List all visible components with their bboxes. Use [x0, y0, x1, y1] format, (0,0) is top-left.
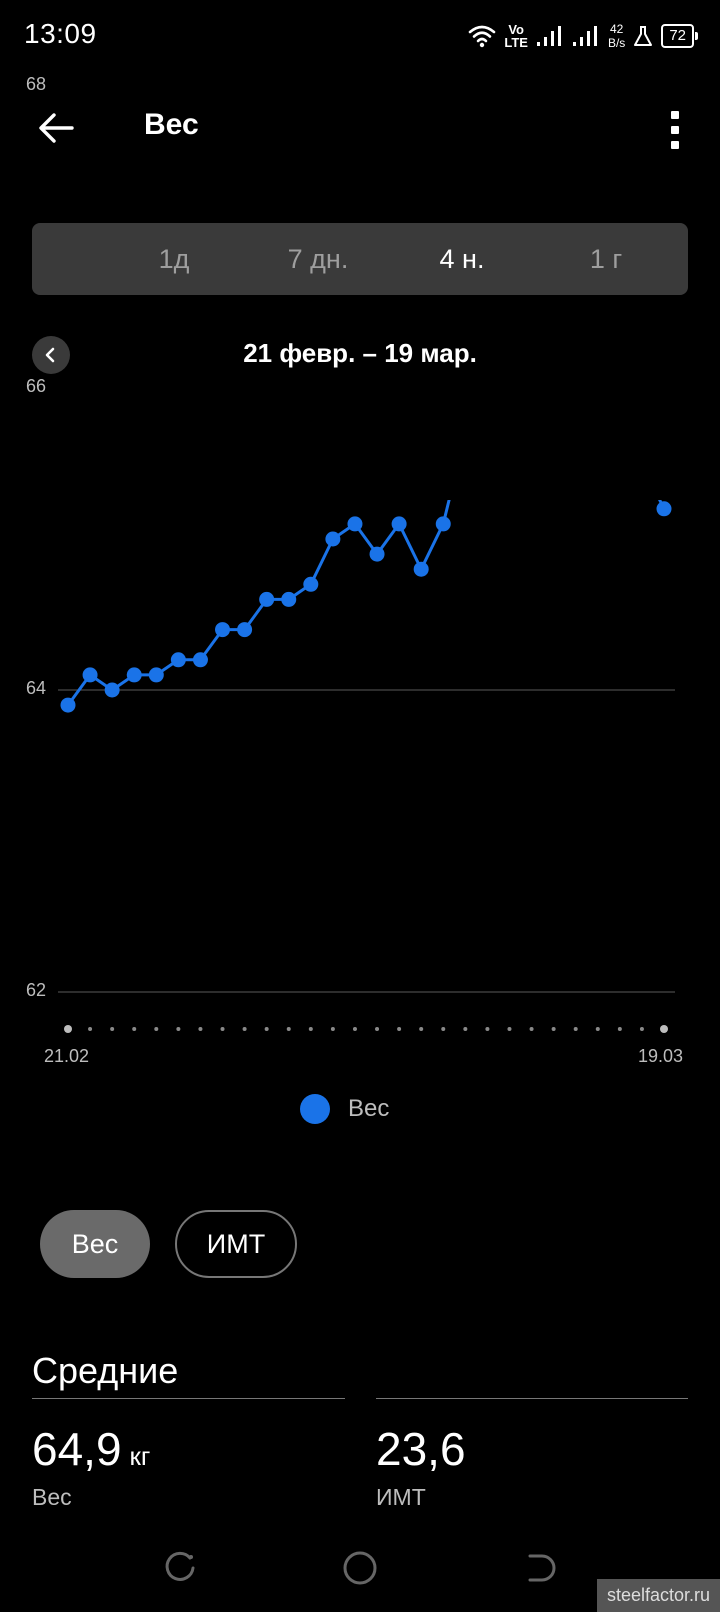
x-tick-end: 19.03: [638, 1046, 684, 1066]
weight-data-point[interactable]: [413, 561, 429, 577]
chevron-left-icon: [45, 347, 55, 363]
y-tick-label: 62: [26, 980, 47, 1000]
arrow-back-icon: [39, 113, 74, 143]
weight-data-point[interactable]: [347, 516, 363, 532]
divider-right: [376, 1398, 688, 1399]
x-axis-tick-dot: [485, 1027, 490, 1031]
flask-icon: [634, 26, 653, 46]
weight-chart: 62 64 66 68 21.02 19.03: [0, 74, 720, 1080]
signal-icon: [536, 26, 561, 46]
y-tick-label: 68: [26, 74, 47, 94]
x-axis-tick-dot: [397, 1027, 402, 1031]
x-axis-tick-dot: [660, 1025, 668, 1033]
x-axis-tick-dot: [154, 1027, 159, 1031]
weight-data-point[interactable]: [60, 697, 76, 713]
average-bmi-value: 23,6: [376, 1423, 466, 1475]
chart-plot: [58, 500, 675, 1033]
x-axis-tick-dot: [264, 1027, 269, 1031]
divider-left: [32, 1398, 345, 1399]
x-axis-tick-dot: [419, 1027, 424, 1031]
weight-series-line: [66, 500, 666, 706]
network-speed: 42 B/s: [607, 22, 626, 50]
x-axis-tick-dot: [330, 1027, 335, 1031]
tab-year[interactable]: 1 г: [589, 244, 623, 274]
x-axis-tick-dot: [463, 1027, 468, 1031]
legend-label: Вес: [348, 1095, 390, 1122]
recent-apps-icon[interactable]: [160, 1548, 200, 1588]
x-axis-tick-dot: [220, 1027, 225, 1031]
average-weight-label: Вес: [32, 1484, 72, 1510]
chip-weight[interactable]: Вес: [40, 1210, 150, 1278]
period-selector: 1д 7 дн. 4 н. 1 г: [32, 223, 688, 295]
averages-title: Средние: [32, 1350, 179, 1391]
x-axis-tick-dot: [88, 1027, 93, 1031]
y-tick-label: 64: [26, 678, 47, 698]
legend-marker: [300, 1094, 330, 1124]
x-axis-tick-dot: [64, 1025, 72, 1033]
x-axis-tick-dot: [551, 1027, 556, 1031]
weight-data-point[interactable]: [237, 622, 253, 638]
tab-week[interactable]: 7 дн.: [287, 244, 349, 274]
weight-data-point[interactable]: [369, 546, 385, 562]
chip-bmi[interactable]: ИМТ: [175, 1210, 297, 1278]
y-tick-label: 66: [26, 376, 47, 396]
average-bmi-label: ИМТ: [376, 1484, 426, 1510]
watermark: steelfactor.ru: [596, 1579, 720, 1612]
status-icons: Vo LTE 42 B/s 72: [468, 20, 698, 52]
weight-data-point[interactable]: [435, 516, 451, 532]
x-axis-tick-dot: [375, 1027, 380, 1031]
x-axis-tick-dot: [132, 1027, 137, 1031]
battery-icon: 72: [661, 24, 698, 48]
x-axis-tick-dot: [595, 1027, 600, 1031]
weight-data-point[interactable]: [215, 622, 231, 638]
weight-data-point[interactable]: [259, 591, 275, 607]
previous-range-button[interactable]: [32, 336, 70, 374]
x-axis-tick-dot: [286, 1027, 291, 1031]
x-axis-tick-dot: [308, 1027, 313, 1031]
x-axis-tick-dot: [198, 1027, 203, 1031]
weight-data-point[interactable]: [391, 516, 407, 532]
x-tick-start: 21.02: [44, 1046, 90, 1066]
date-range: 21 февр. – 19 мар.: [243, 338, 477, 368]
weight-data-point[interactable]: [148, 667, 164, 683]
x-axis-tick-dot: [529, 1027, 534, 1031]
weight-data-point[interactable]: [325, 531, 341, 547]
x-axis-tick-dot: [110, 1027, 115, 1031]
network-type: Vo LTE: [504, 22, 528, 50]
tab-day[interactable]: 1д: [158, 244, 190, 274]
home-icon[interactable]: [340, 1548, 380, 1588]
status-time: 13:09: [24, 18, 97, 49]
back-nav-icon[interactable]: [520, 1548, 560, 1588]
signal-icon-2: [572, 26, 597, 46]
weight-data-point[interactable]: [104, 682, 120, 698]
x-axis-tick-dot: [639, 1027, 644, 1031]
weight-data-point[interactable]: [82, 667, 98, 683]
x-axis-tick-dot: [176, 1027, 181, 1031]
tab-month[interactable]: 4 н.: [439, 244, 485, 274]
average-weight: 64,9 кг: [32, 1422, 150, 1476]
x-axis-tick-dot: [617, 1027, 622, 1031]
page-title: Вес: [144, 108, 199, 141]
average-weight-unit: кг: [129, 1441, 151, 1471]
weight-data-point[interactable]: [192, 652, 208, 668]
weight-data-point[interactable]: [281, 591, 297, 607]
back-button[interactable]: [30, 100, 86, 156]
weight-data-point[interactable]: [126, 667, 142, 683]
wifi-icon: [469, 25, 496, 48]
x-axis-tick-dot: [573, 1027, 578, 1031]
x-axis-tick-dot: [507, 1027, 512, 1031]
weight-data-point[interactable]: [170, 652, 186, 668]
x-axis-tick-dot: [242, 1027, 247, 1031]
more-options-icon[interactable]: [660, 104, 690, 156]
average-weight-value: 64,9: [32, 1423, 122, 1475]
weight-data-point[interactable]: [656, 501, 672, 517]
chart-legend: Вес: [300, 1094, 389, 1124]
x-axis-tick-dot: [352, 1027, 357, 1031]
weight-data-point[interactable]: [303, 576, 319, 592]
x-axis-tick-dot: [441, 1027, 446, 1031]
